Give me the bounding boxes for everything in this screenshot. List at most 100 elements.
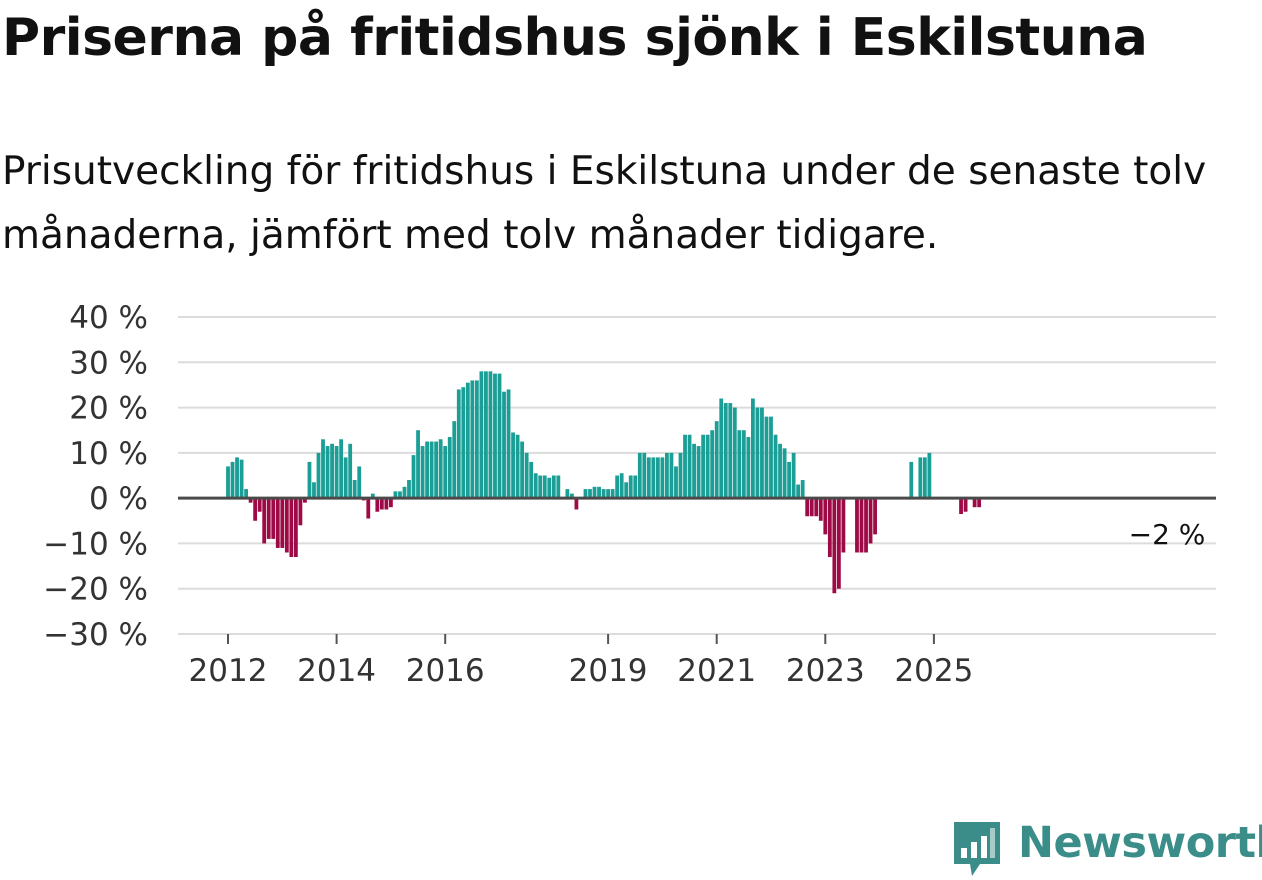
- y-tick-label: −20 %: [43, 572, 148, 608]
- bar: [411, 455, 416, 499]
- bar: [303, 498, 307, 503]
- bar: [312, 482, 316, 499]
- bar: [737, 430, 742, 499]
- bar: [542, 475, 547, 499]
- annotations: −2 %: [1129, 518, 1206, 551]
- bar: [398, 491, 402, 499]
- bar: [741, 430, 746, 499]
- bar: [230, 461, 235, 499]
- bar: [271, 498, 276, 539]
- bar: [855, 498, 859, 553]
- bar: [800, 480, 805, 499]
- bar: [642, 452, 647, 499]
- bar: [497, 373, 502, 499]
- bar: [325, 446, 330, 499]
- bar: [714, 421, 719, 499]
- bar: [719, 398, 724, 499]
- bar: [818, 498, 823, 521]
- bar: [705, 434, 710, 499]
- bar: [384, 498, 389, 510]
- bar: [366, 498, 371, 519]
- bar: [764, 416, 769, 499]
- bar: [506, 389, 511, 499]
- bar: [809, 498, 814, 517]
- bar: [710, 430, 715, 499]
- chart-title: Priserna på fritidshus sjönk i Eskilstun…: [2, 8, 1148, 68]
- bar: [244, 489, 248, 499]
- bar: [438, 439, 443, 499]
- bar: [674, 466, 678, 499]
- brand-name: Newsworthy: [1018, 818, 1262, 868]
- bar: [511, 432, 515, 499]
- bar: [597, 486, 601, 499]
- bar: [352, 480, 357, 499]
- bar: [646, 457, 651, 499]
- latest-value-annotation: −2 %: [1129, 518, 1206, 551]
- bar: [637, 452, 642, 499]
- bar: [963, 498, 968, 512]
- x-tick-label: 2014: [297, 653, 376, 689]
- x-tick-label: 2023: [786, 653, 865, 689]
- bar: [769, 416, 773, 499]
- bar: [782, 448, 787, 499]
- bar: [330, 443, 334, 499]
- bar: [832, 498, 837, 594]
- x-tick-label: 2019: [569, 653, 648, 689]
- bar: [533, 473, 538, 499]
- bar: [922, 457, 927, 499]
- bar: [723, 403, 728, 499]
- bar: [293, 498, 298, 558]
- bar: [624, 482, 629, 499]
- bar: [262, 498, 267, 544]
- bar: [266, 498, 271, 539]
- bar: [570, 493, 574, 499]
- bar: [348, 443, 353, 499]
- bar: [443, 446, 448, 499]
- bar: [606, 489, 610, 499]
- bar: [868, 498, 873, 544]
- bar: [280, 498, 285, 548]
- bar: [235, 457, 239, 499]
- bar: [524, 452, 529, 499]
- bar: [339, 439, 344, 499]
- bar: [493, 373, 497, 499]
- bar: [678, 452, 683, 499]
- bar: [420, 446, 425, 499]
- bar: [755, 407, 760, 499]
- y-tick-label: −10 %: [43, 526, 148, 562]
- bar: [610, 489, 615, 499]
- bar: [651, 457, 656, 499]
- bar: [791, 452, 796, 499]
- bar: [873, 498, 877, 535]
- bar: [796, 484, 801, 499]
- bar: [298, 498, 303, 526]
- bar: [787, 461, 791, 499]
- bar: [574, 498, 579, 510]
- bar: [502, 391, 506, 499]
- bar: [429, 441, 434, 499]
- bar: [588, 489, 592, 499]
- bar: [619, 473, 624, 499]
- bar: [859, 498, 864, 553]
- bar: [434, 441, 439, 499]
- bar: [375, 498, 380, 512]
- bar: [334, 446, 339, 499]
- bar: [909, 461, 914, 499]
- bar: [343, 457, 348, 499]
- bar: [547, 477, 552, 499]
- bar: [728, 403, 733, 499]
- bar: [479, 371, 484, 499]
- bars: [226, 371, 982, 594]
- bar: [778, 443, 782, 499]
- bar: [977, 498, 982, 508]
- x-tick-label: 2021: [677, 653, 756, 689]
- bar: [416, 430, 420, 499]
- bar: [683, 434, 687, 499]
- y-tick-label: 40 %: [69, 300, 148, 336]
- bar: [660, 457, 665, 499]
- bar: [669, 452, 674, 499]
- bar: [257, 498, 262, 512]
- bar: [823, 498, 828, 535]
- bar: [551, 475, 556, 499]
- x-tick-label: 2016: [406, 653, 485, 689]
